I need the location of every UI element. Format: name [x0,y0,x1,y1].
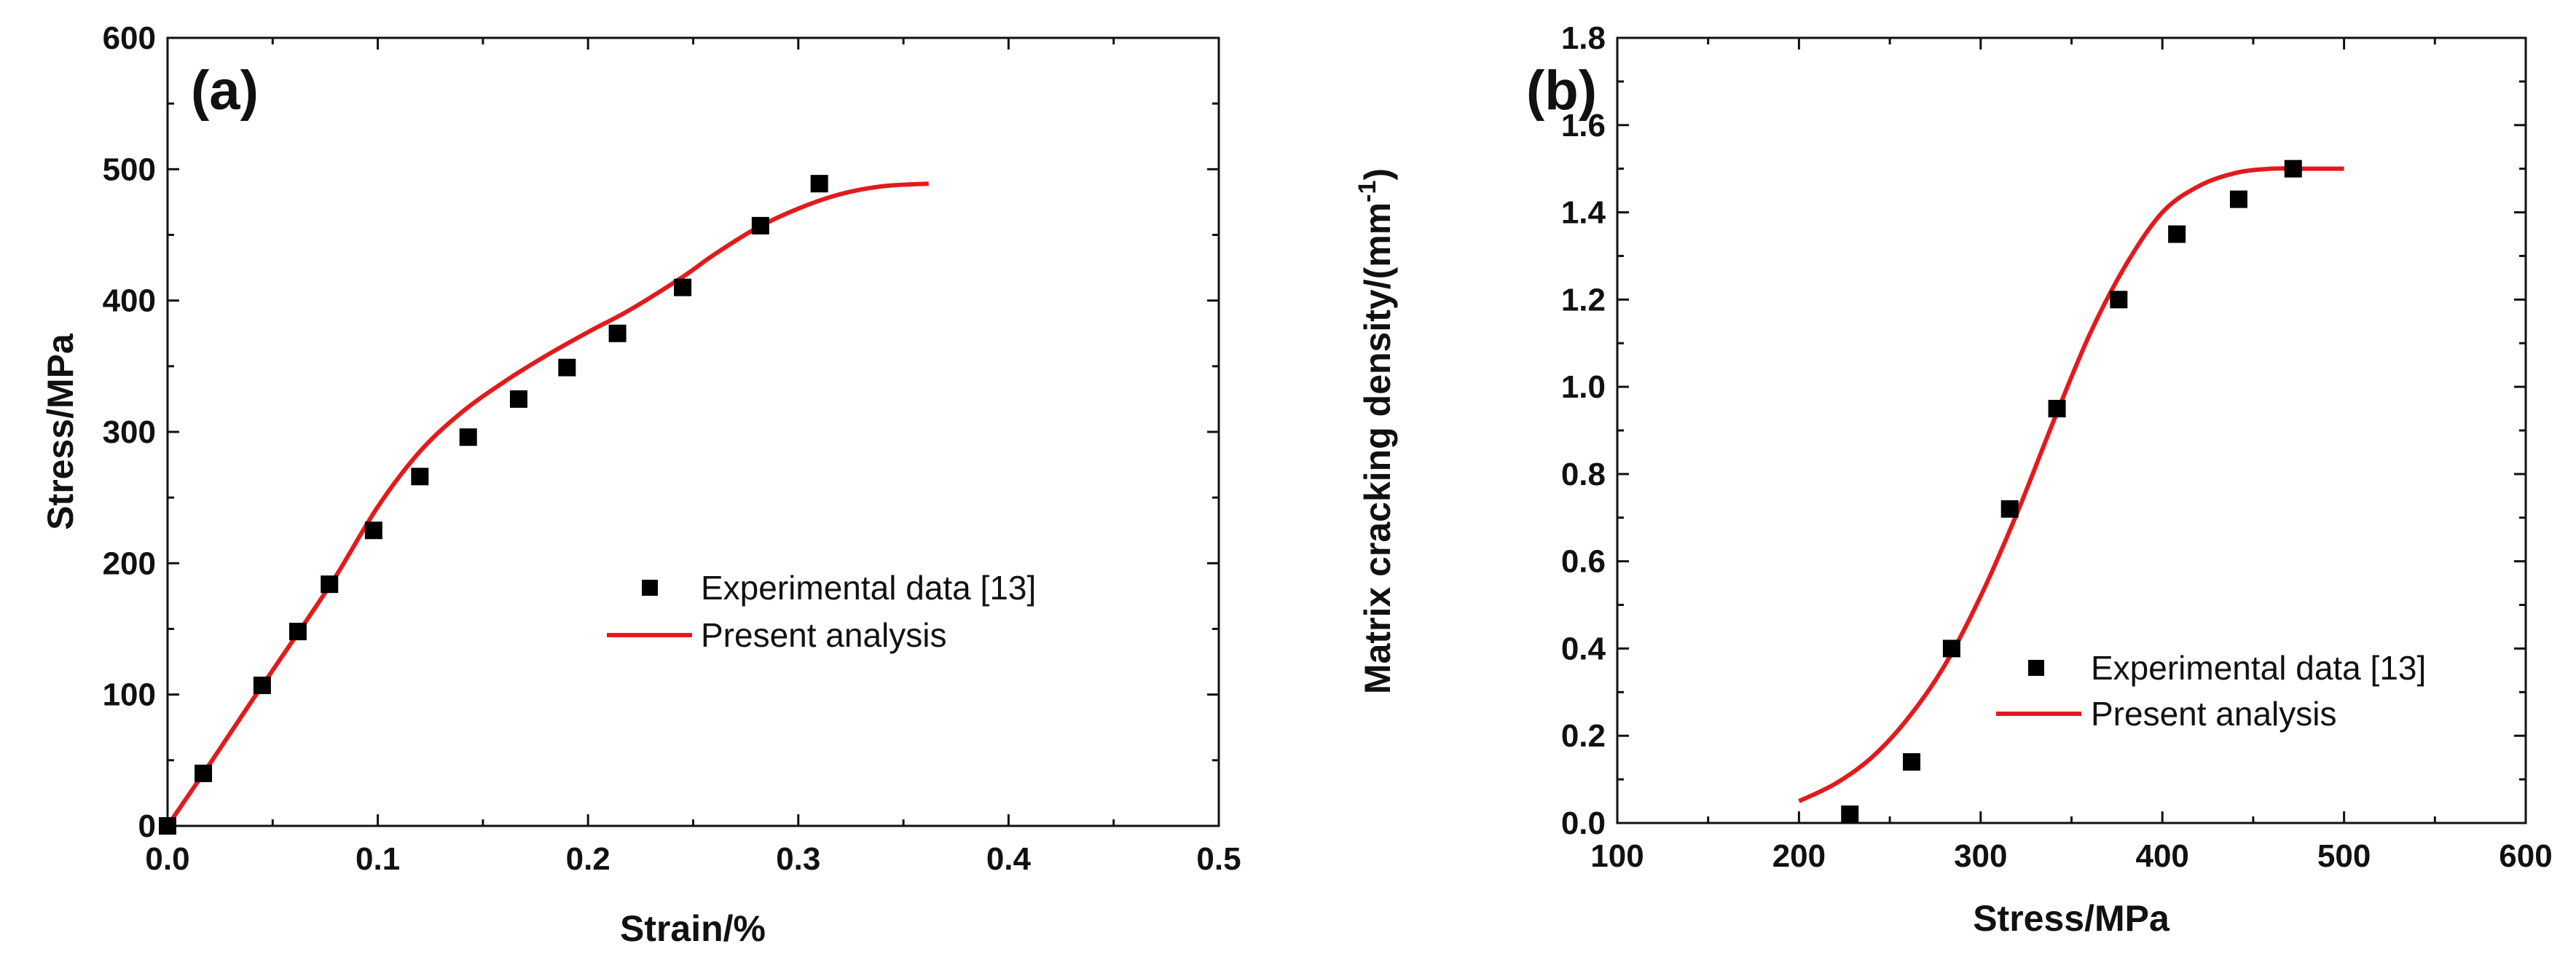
panel-b-legend: Experimental data [13] Present analysis [1996,649,2426,733]
panel-a-x-tick-label: 0.0 [145,841,189,877]
panel-b-label: (b) [1526,60,1597,122]
panel-b-x-tick-label: 200 [1772,838,1826,874]
panel-b-experimental-point [2229,190,2247,208]
panel-b-legend-label-line: Present analysis [2091,695,2337,733]
panel-a-y-tick-label: 200 [103,546,156,581]
panel-b-x-tick-label: 500 [2317,838,2371,874]
panel-b-series [1798,160,2344,824]
panel-b-y-tick-label: 0.8 [1561,457,1606,492]
panel-a-legend: Experimental data [13] Present analysis [607,569,1036,654]
panel-b-tick-labels: 100 200 300 400 500 600 0.0 0.2 0.4 0.6 0.8 1.0 1.2 1… [1561,20,2553,874]
panel-a-legend-marker-scatter [642,580,658,596]
panel-b-y-tick-label: 1.2 [1561,282,1606,318]
panel-b-experimental-point [1942,639,1960,658]
panel-b-x-tick-label: 100 [1590,838,1644,874]
panel-a-experimental-point [608,324,627,342]
panel-a-frame [166,36,1220,827]
panel-a-x-tick-label: 0.5 [1196,841,1241,877]
panel-a-experimental-point [321,575,339,594]
panel-a-y-tick-label: 300 [103,414,156,450]
panel-b-legend-marker-scatter [2028,660,2044,676]
panel-a-y-tick-label: 500 [103,151,156,187]
panel-a-x-tick-label: 0.4 [986,841,1032,877]
panel-a-legend-label-scatter: Experimental data [13] [701,569,1036,607]
panel-a-experimental-point [253,677,271,695]
panel-b-y-tick-label: 0.2 [1561,718,1606,754]
panel-b-experimental-point [2284,160,2302,178]
panel-b-x-axis-title: Stress/MPa [1973,898,2170,939]
panel-a-experimental-point [195,764,213,782]
panel-b-y-tick-label: 1.8 [1561,20,1606,56]
panel-a-y-tick-label: 0 [138,808,156,844]
panel-a-y-tick-label: 600 [103,20,156,56]
panel-b-legend-label-scatter: Experimental data [13] [2091,649,2426,687]
panel-a-present-analysis-line [165,181,929,827]
panel-a-experimental-point [558,358,576,377]
panel-a-experimental-point [810,175,828,193]
panel-a-y-tick-label: 400 [103,283,156,319]
panel-a-tick-labels: 0.0 0.1 0.2 0.3 0.4 0.5 0 100 200 300 400 500 600 [103,20,1241,877]
panel-a-x-axis-title: Strain/% [620,908,766,949]
panel-b-x-tick-label: 400 [2135,838,2188,874]
panel-b-experimental-point [2168,225,2186,243]
panel-b-frame [1616,36,2527,824]
panel-a-y-tick-label: 100 [103,677,156,713]
panel-b-y-tick-label: 1.6 [1561,108,1606,143]
panel-a-label: (a) [191,60,259,122]
panel-a-experimental-point [159,817,176,835]
panel-a-experimental-point [459,428,477,446]
panel-a-y-axis-title: Stress/MPa [40,333,81,530]
panel-a-experimental-point [509,390,527,408]
panel-a-x-tick-label: 0.2 [566,841,610,877]
panel-b-x-tick-label: 300 [1954,838,2007,874]
panel-b-experimental-point [2000,500,2019,518]
panel-a-x-tick-label: 0.3 [776,841,820,877]
panel-a-experimental-point [364,521,382,540]
panel-b-experimental-point [2110,291,2128,309]
panel-b-y-axis-title-superscript: -1 [1354,181,1381,202]
panel-b-y-tick-label: 0.6 [1561,544,1606,580]
panel-b-y-tick-label: 1.0 [1561,369,1606,405]
panel-b-y-tick-label: 0.0 [1561,806,1606,841]
panel-b-x-tick-label: 600 [2499,838,2552,874]
panel-a-experimental-point [674,278,692,296]
panel-b-experimental-point [2048,400,2066,418]
panel-a-experimental-point [288,623,307,641]
panel-b-y-axis-title: Matrix cracking density/(mm-1) [1354,168,1398,694]
panel-b-y-tick-label: 0.4 [1561,631,1606,666]
panel-b-ticks [1616,36,2527,824]
panel-b: 100 200 300 400 500 600 0.0 0.2 0.4 0.6 0.8 1.0 1.2 1… [1354,20,2553,939]
panel-b-y-axis-title-end: ) [1357,168,1398,181]
panel-b-experimental-point [1903,753,1921,771]
panel-a-x-tick-label: 0.1 [356,841,400,877]
panel-a-experimental-point [751,216,769,235]
panel-a-ticks [166,36,1220,827]
panel-b-experimental-point [1841,806,1859,824]
panel-b-y-axis-title-main: Matrix cracking density/(mm [1357,202,1398,694]
panel-b-y-tick-label: 1.4 [1561,195,1606,231]
panel-a-legend-label-line: Present analysis [701,616,947,654]
panel-a-experimental-point [411,468,429,486]
panel-a-series [159,175,929,835]
panel-a: 0.0 0.1 0.2 0.3 0.4 0.5 0 100 200 300 400 500 600 (a… [40,20,1241,949]
